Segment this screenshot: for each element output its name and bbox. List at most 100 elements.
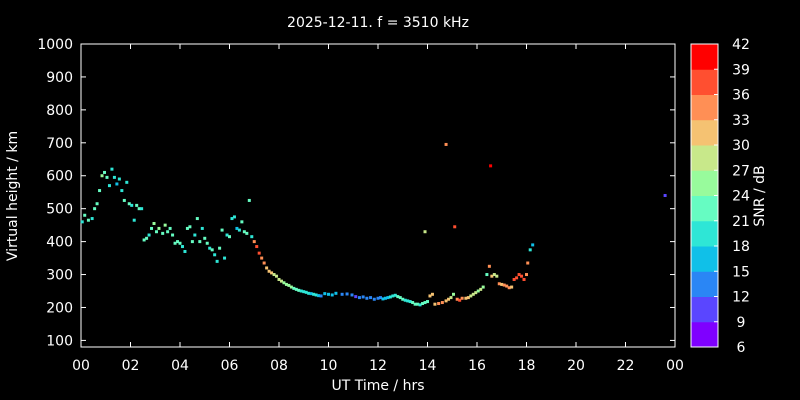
data-point (272, 273, 276, 277)
data-point (520, 274, 524, 278)
data-point (383, 296, 387, 300)
data-point (319, 294, 323, 298)
data-point (176, 240, 180, 244)
colorbar-label: SNR / dB (752, 165, 768, 226)
colorbar-tick-label: 21 (732, 214, 750, 230)
data-point (469, 294, 473, 298)
data-point (168, 226, 172, 230)
data-point (345, 292, 349, 296)
colorbar-bin (691, 44, 718, 70)
data-point (502, 283, 506, 287)
colorbar-tick-label: 15 (732, 264, 750, 280)
data-point (391, 294, 395, 298)
data-point (262, 261, 266, 265)
data-point (423, 301, 427, 305)
data-point (132, 218, 136, 222)
colorbar-bin (691, 69, 718, 95)
x-axis: 00 02 04 06 08 10 12 14 16 18 20 22 00 (72, 44, 684, 374)
data-point (512, 277, 516, 281)
data-point (451, 292, 455, 296)
data-point (304, 290, 308, 294)
x-tick-label: 00 (666, 358, 684, 374)
data-point (183, 249, 187, 253)
data-point (386, 296, 390, 300)
x-axis-label: UT Time / hrs (331, 378, 424, 394)
colorbar-tick-label: 24 (732, 189, 750, 205)
data-point (100, 174, 104, 178)
data-point (223, 256, 227, 260)
plot-area (80, 43, 676, 348)
colorbar-bin (691, 246, 718, 272)
data-point (330, 293, 334, 297)
data-point (464, 296, 468, 300)
data-point (428, 294, 432, 298)
data-point (357, 296, 361, 300)
data-point (228, 235, 231, 239)
data-point (314, 293, 318, 297)
data-point (517, 273, 521, 277)
data-point (350, 293, 354, 297)
x-tick-label: 06 (221, 358, 239, 374)
x-tick-label: 00 (72, 358, 90, 374)
data-point (107, 184, 111, 188)
data-point (507, 286, 511, 290)
data-point (423, 230, 427, 234)
data-point (444, 142, 448, 146)
data-point (515, 276, 519, 280)
data-point (403, 298, 407, 302)
data-point (292, 286, 296, 290)
data-point (458, 298, 462, 302)
data-point (307, 291, 311, 295)
data-point (277, 277, 281, 281)
data-point (127, 202, 131, 206)
data-point (284, 282, 288, 286)
data-point (166, 230, 170, 234)
x-tick-label: 16 (468, 358, 486, 374)
data-point (426, 300, 429, 304)
data-point (252, 240, 256, 244)
data-point (275, 274, 279, 278)
y-tick-label: 600 (46, 169, 73, 185)
x-tick-label: 14 (419, 358, 437, 374)
data-point (260, 256, 264, 260)
data-point (485, 273, 489, 277)
data-point (130, 203, 134, 207)
data-point (323, 292, 327, 296)
data-point (195, 217, 199, 221)
y-tick-label: 300 (46, 268, 73, 284)
data-point (365, 296, 369, 300)
data-point (178, 241, 182, 245)
data-point (312, 292, 316, 296)
data-point (525, 273, 528, 277)
data-point (150, 226, 154, 230)
x-tick-label: 02 (122, 358, 140, 374)
data-point (270, 271, 274, 275)
data-point (198, 240, 202, 244)
data-point (137, 207, 141, 211)
colorbar-bin (691, 321, 718, 348)
colorbar-tick-label: 42 (732, 37, 750, 53)
data-point (185, 226, 189, 230)
data-point (257, 251, 261, 255)
data-point (413, 302, 417, 306)
data-point (466, 296, 470, 300)
colorbar-bin (691, 220, 718, 247)
data-point (203, 236, 207, 240)
y-tick-label: 1000 (37, 37, 73, 53)
data-point (505, 284, 509, 288)
data-point (398, 296, 402, 300)
data-point (376, 296, 380, 300)
data-point (98, 189, 102, 193)
x-tick-label: 10 (320, 358, 338, 374)
y-tick-label: 400 (46, 235, 73, 251)
data-point (267, 269, 271, 273)
x-tick-label: 18 (518, 358, 536, 374)
data-point (235, 226, 239, 230)
data-point (492, 273, 496, 277)
data-point (369, 296, 373, 300)
data-point (299, 289, 303, 293)
data-point (237, 228, 241, 232)
data-point (250, 235, 254, 239)
data-point (86, 218, 90, 222)
data-point (173, 241, 177, 245)
